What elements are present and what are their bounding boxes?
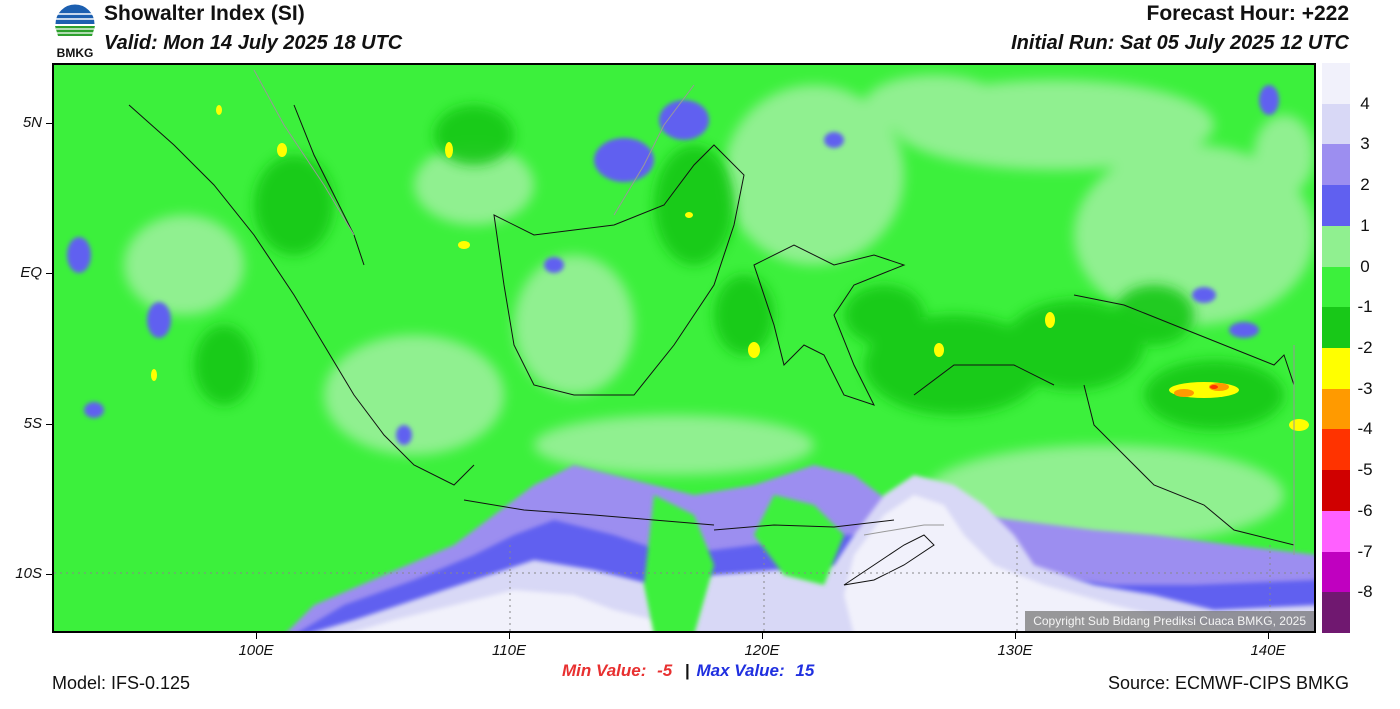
colorbar-labels: 4 3 2 1 0 -1 -2 -3 -4 -5 -6 -7 -8 [1350, 63, 1380, 633]
colorbar-swatch [1322, 551, 1350, 593]
colorbar-swatch [1322, 470, 1350, 512]
colorbar-label: 0 [1360, 256, 1370, 276]
field-green-tongue [644, 495, 714, 631]
colorbar-swatch [1322, 429, 1350, 471]
colorbar-label: -8 [1357, 582, 1373, 602]
colorbar-label: -6 [1357, 500, 1373, 520]
model-label: Model: IFS-0.125 [52, 673, 191, 693]
source-label: Source: ECMWF-CIPS BMKG [1107, 673, 1349, 693]
lon-label-120e: 120E [744, 642, 780, 659]
field-green-patch [754, 495, 844, 585]
min-value: -5 [657, 661, 673, 680]
lat-tick [46, 574, 52, 575]
lat-label-10s: 10S [15, 565, 42, 582]
min-max-stats: Min Value: -5 | Max Value: 15 [562, 661, 814, 681]
map-panel: Copyright Sub Bidang Prediksi Cuaca BMKG… [52, 63, 1316, 633]
colorbar-label: 4 [1360, 93, 1370, 113]
colorbar-swatch [1322, 63, 1350, 105]
colorbar-label: -7 [1357, 541, 1373, 561]
copyright-notice: Copyright Sub Bidang Prediksi Cuaca BMKG… [1025, 611, 1314, 631]
colorbar-label: -4 [1357, 419, 1373, 439]
max-label: Max Value: [696, 661, 785, 680]
colorbar-label: 1 [1360, 215, 1370, 235]
stats-separator: | [684, 661, 690, 680]
coastlines [128, 104, 1295, 586]
forecast-hour: Forecast Hour: +222 [1146, 2, 1350, 25]
colorbar-swatch [1322, 185, 1350, 227]
bmkg-logo: BMKG [52, 2, 98, 60]
lat-tick [46, 424, 52, 425]
gridlines [54, 545, 1314, 631]
colorbar-label: 3 [1360, 134, 1370, 154]
min-label: Min Value: [562, 661, 647, 680]
field-blue-cells [67, 85, 1279, 445]
lon-label-110e: 110E [492, 642, 526, 659]
lat-label-5s: 5S [23, 415, 42, 432]
initial-run: Initial Run: Sat 05 July 2025 12 UTC [1011, 32, 1349, 54]
max-value: 15 [795, 661, 815, 680]
colorbar-swatch [1322, 266, 1350, 308]
lat-tick [46, 123, 52, 124]
colorbar-label: 2 [1360, 175, 1370, 195]
lat-tick [46, 273, 52, 274]
map-title: Showalter Index (SI) [104, 2, 305, 25]
lon-label-100e: 100E [238, 642, 274, 659]
colorbar-swatch [1322, 144, 1350, 186]
showalter-field [54, 65, 1314, 631]
lon-tick [509, 633, 510, 639]
colorbar-swatch [1322, 307, 1350, 349]
lon-tick [256, 633, 257, 639]
lon-label-140e: 140E [1250, 642, 1286, 659]
lon-tick [1015, 633, 1016, 639]
borders [253, 69, 1295, 555]
colorbar-swatch [1322, 592, 1350, 634]
colorbar-label: -1 [1357, 297, 1373, 317]
colorbar-swatch [1322, 225, 1350, 268]
field-pale-zone [357, 495, 1238, 631]
colorbar-label: -2 [1357, 338, 1373, 357]
lon-label-130e: 130E [997, 642, 1033, 659]
colorbar-label: -5 [1357, 460, 1373, 480]
lon-tick [1268, 633, 1269, 639]
valid-time: Valid: Mon 14 July 2025 18 UTC [104, 32, 403, 54]
lat-label-eq: EQ [20, 264, 42, 281]
colorbar-label: -3 [1357, 378, 1373, 398]
colorbar-swatch [1322, 388, 1350, 430]
lon-tick [762, 633, 763, 639]
colorbar-swatch [1322, 348, 1350, 390]
field-unstable-cells [151, 105, 1309, 431]
logo-text: BMKG [56, 46, 94, 60]
colorbar [1322, 63, 1350, 634]
colorbar-swatch [1322, 103, 1350, 145]
colorbar-swatch [1322, 510, 1350, 553]
lat-label-5n: 5N [22, 114, 42, 131]
